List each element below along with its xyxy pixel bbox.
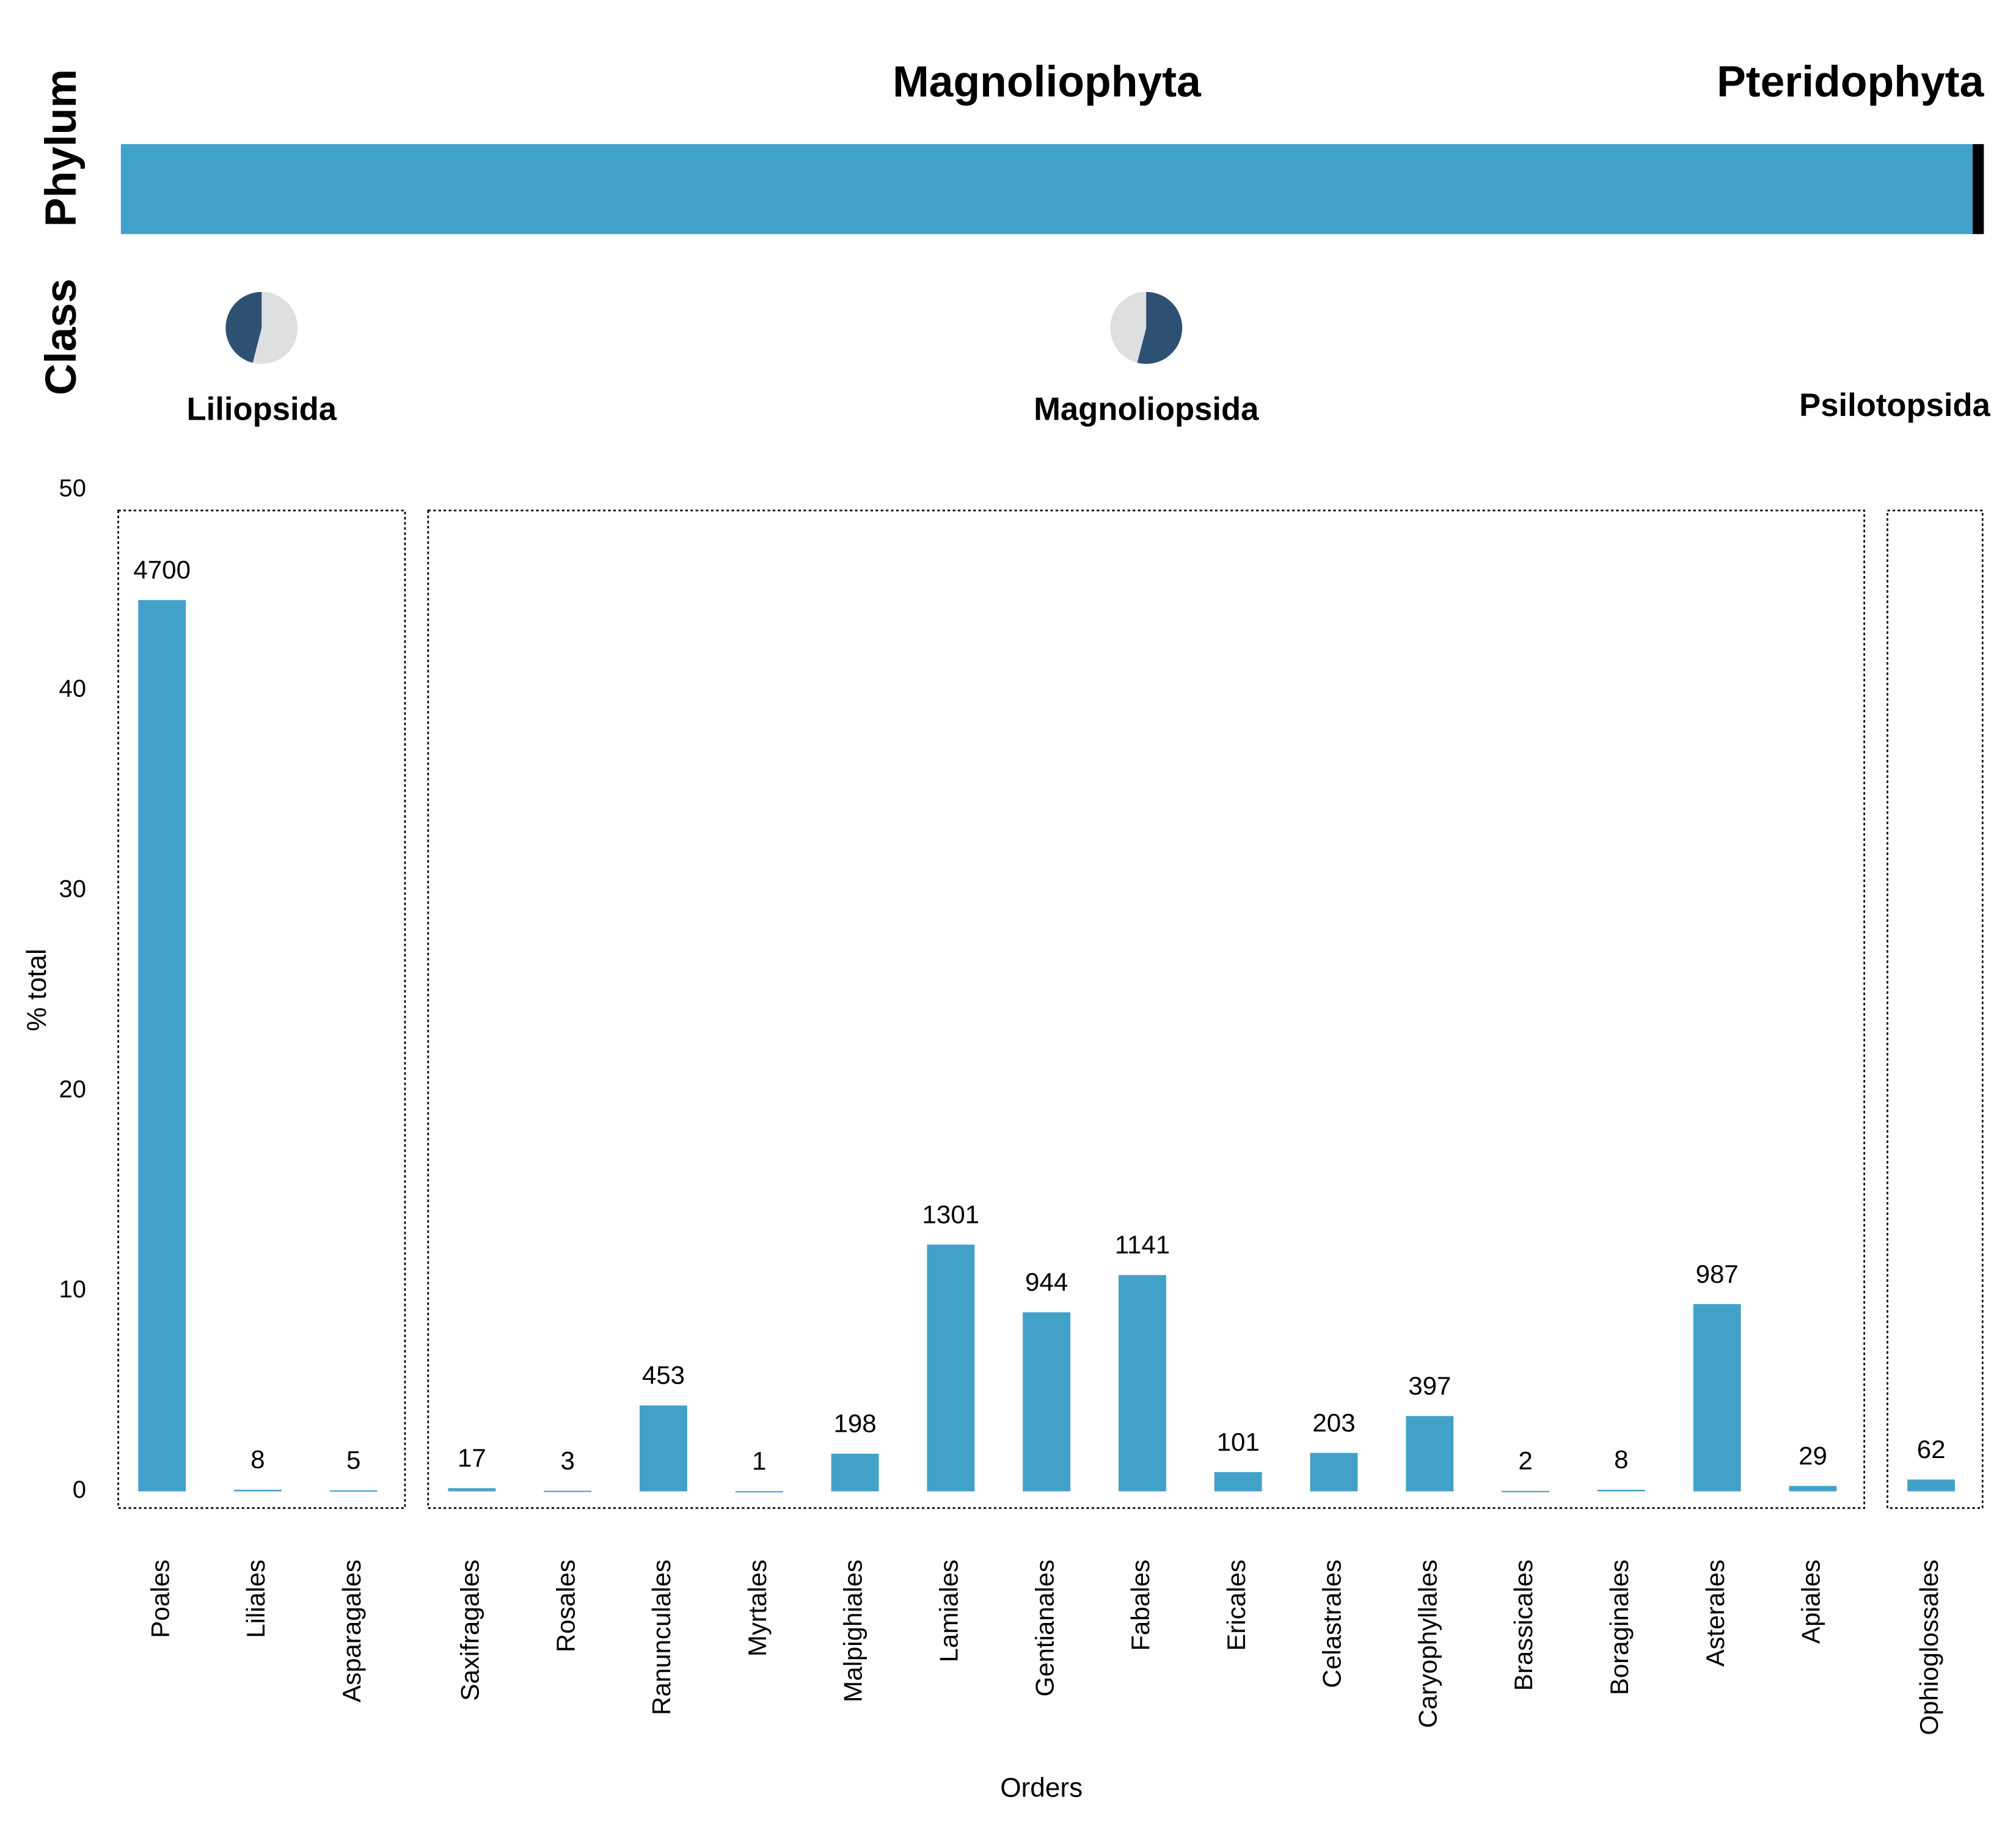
bar [735,1491,783,1493]
bar [640,1405,687,1492]
bar [1502,1490,1550,1492]
x-tick-label: Saxifragales [456,1559,484,1701]
data-label: 4700 [133,555,191,584]
x-tick-label: Liliales [241,1559,270,1638]
bar [1597,1489,1645,1492]
bar [1023,1312,1071,1492]
bar [234,1489,282,1492]
data-label: 1141 [1115,1230,1170,1259]
data-label: 8 [1614,1445,1628,1474]
bar [329,1490,378,1492]
bar [1789,1486,1837,1492]
y-tick-label: 10 [59,1276,86,1303]
bar [831,1453,879,1492]
data-label: 453 [642,1361,685,1390]
bar [1118,1275,1166,1492]
group-box [117,509,406,1509]
bar [1310,1453,1358,1492]
x-tick-label: Apiales [1797,1559,1825,1644]
data-label: 1301 [922,1200,980,1228]
class-name: Liliopsida [187,392,337,428]
pie-slice [1137,291,1183,364]
bar [1693,1304,1741,1492]
y-tick-label: 0 [73,1476,86,1503]
bar [138,600,186,1492]
pie-slice [225,291,262,363]
data-label: 198 [833,1409,876,1438]
x-tick-label: Caryophyllales [1413,1559,1442,1728]
data-label: 2 [1518,1446,1532,1475]
y-tick-label: 20 [59,1076,86,1103]
data-label: 987 [1696,1260,1739,1288]
x-tick-label: Celastrales [1318,1559,1346,1688]
x-tick-label: Lamiales [934,1559,963,1662]
x-tick-label: Asterales [1701,1559,1729,1666]
bar [1214,1472,1262,1492]
x-tick-label: Ophioglossales [1915,1559,1943,1735]
x-tick-label: Gentianales [1030,1559,1059,1697]
x-tick-label: Fabales [1126,1559,1155,1651]
x-tick-label: Ericales [1222,1559,1251,1651]
data-label: 5 [346,1446,360,1475]
phylum-name: Magnoliophyta [893,57,1202,106]
class-name: Magnoliopsida [1034,392,1259,428]
bar [1406,1416,1454,1492]
bar [1907,1479,1956,1492]
y-tick-label: 50 [59,475,86,502]
y-axis-title: % total [22,949,52,1031]
y-tick-label: 30 [59,875,86,902]
data-label: 397 [1408,1371,1451,1400]
data-label: 29 [1799,1441,1827,1470]
data-label: 17 [458,1443,486,1472]
phylum-name: Pteridophyta [1717,57,1984,106]
x-tick-label: Malpighiales [839,1559,867,1702]
phylum-segment [120,144,1973,235]
group-box [427,509,1866,1509]
bar [927,1244,975,1492]
x-tick-label: Brassicales [1509,1559,1538,1691]
data-label: 944 [1025,1267,1068,1296]
data-label: 203 [1312,1408,1355,1437]
x-tick-label: Myrtales [743,1559,772,1657]
x-tick-label: Rosales [551,1559,580,1652]
x-tick-label: Asparagales [337,1559,366,1702]
y-tick-label: 40 [59,675,86,702]
data-label: 1 [752,1446,766,1475]
class-name: Psilotopsida [1799,387,1991,423]
phylum-segment [1973,144,1984,235]
x-axis-title: Orders [1000,1773,1083,1803]
group-box [1886,509,1984,1509]
x-tick-label: Poales [145,1559,174,1638]
x-tick-label: Ranunculales [647,1559,676,1715]
data-label: 8 [250,1445,265,1474]
bar [544,1490,592,1492]
phylum-label: Phylum [37,69,86,227]
bar [448,1488,496,1492]
class-label: Class [37,279,86,395]
data-label: 62 [1917,1435,1946,1464]
data-label: 3 [560,1446,574,1475]
x-tick-label: Boraginales [1605,1559,1634,1695]
data-label: 101 [1217,1428,1260,1456]
